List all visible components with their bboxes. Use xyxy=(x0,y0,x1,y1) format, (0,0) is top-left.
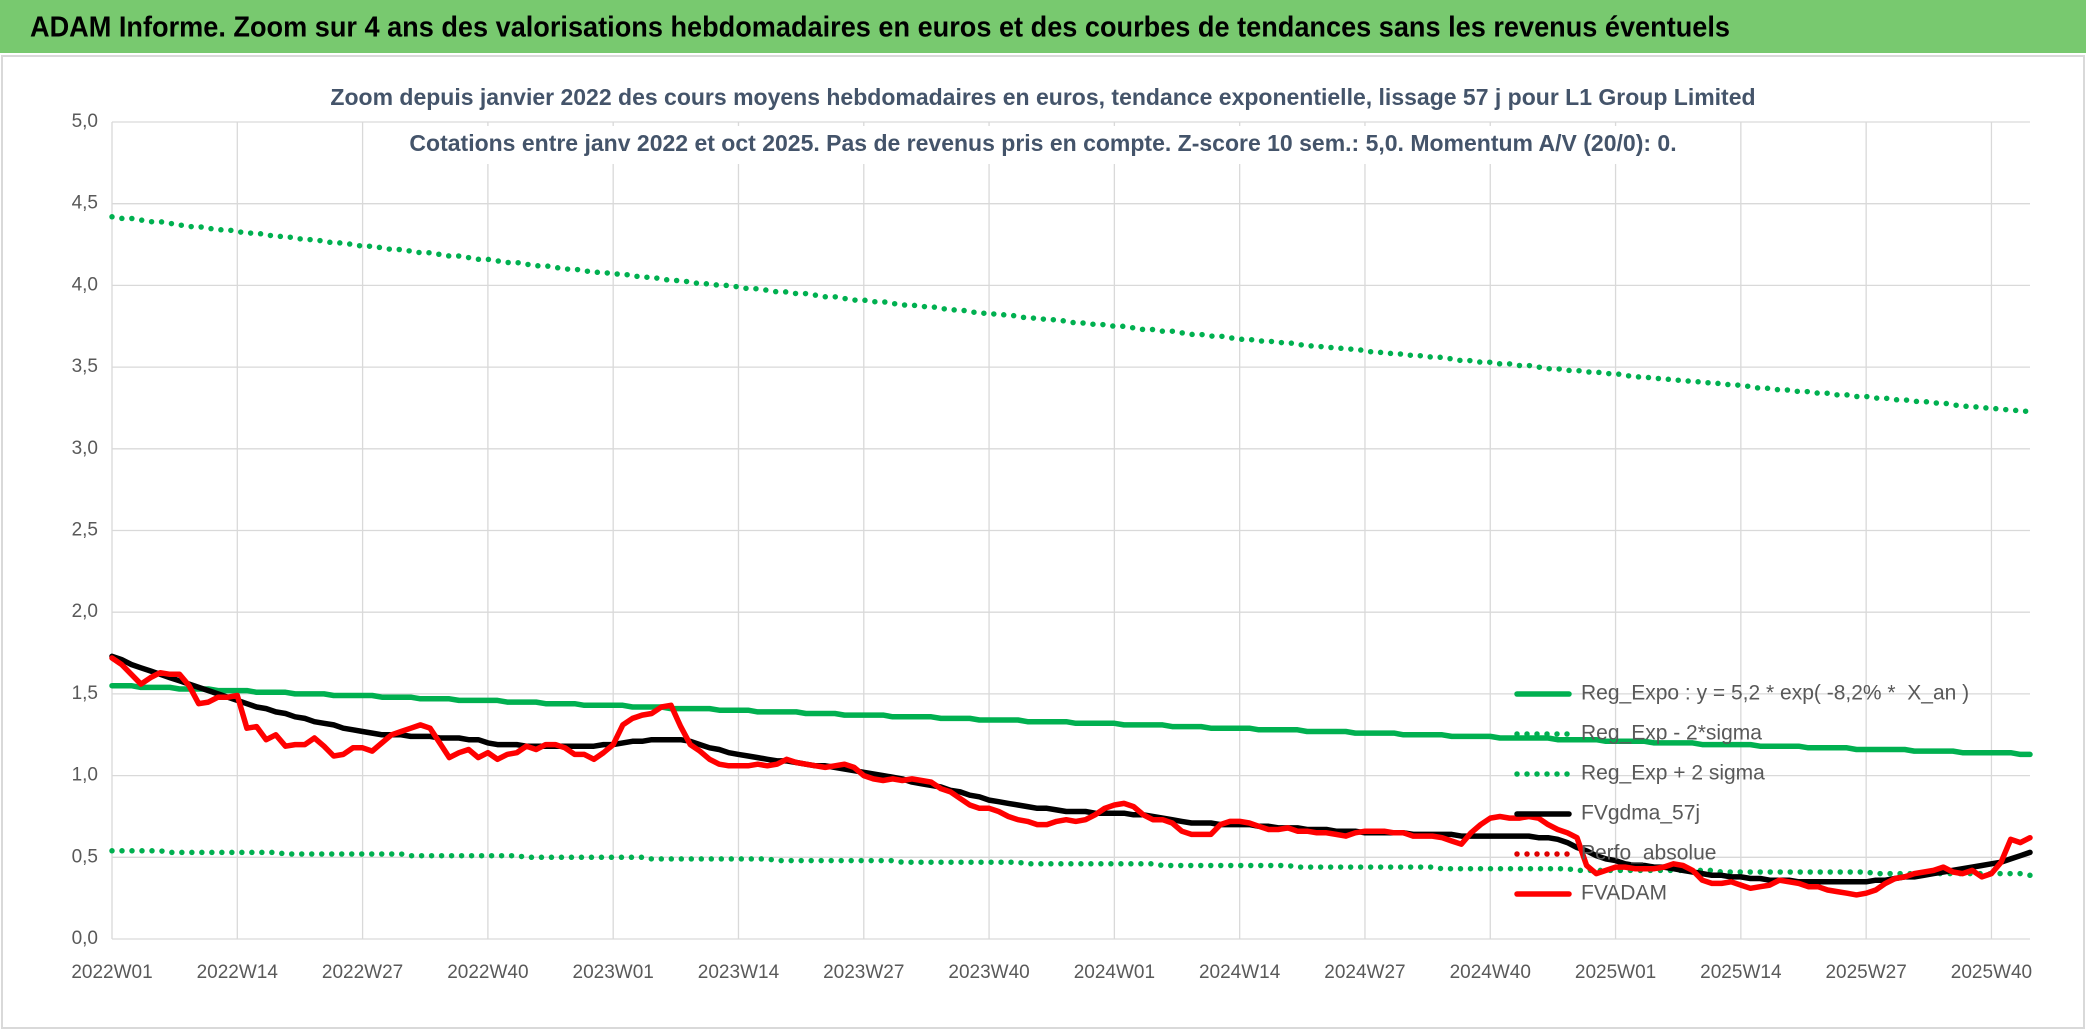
x-tick-label: 2023W27 xyxy=(823,962,904,983)
y-tick-label: 1,5 xyxy=(72,683,98,704)
x-tick-label: 2025W27 xyxy=(1825,962,1906,983)
legend-label: Reg_Exp + 2 sigma xyxy=(1581,762,1765,785)
title-box xyxy=(310,80,1776,118)
x-tick-label: 2024W27 xyxy=(1324,962,1405,983)
x-tick-label: 2022W14 xyxy=(197,962,279,983)
header-title: ADAM Informe. Zoom sur 4 ans des valoris… xyxy=(30,12,1730,44)
x-tick-label: 2025W40 xyxy=(1951,962,2032,983)
legend-label: Reg_Expo : y = 5,2 * exp( -8,2% * X_an ) xyxy=(1581,682,1969,705)
chart-subtitle: Cotations entre janv 2022 et oct 2025. P… xyxy=(409,130,1676,156)
y-tick-label: 0,0 xyxy=(72,928,98,949)
x-tick-label: 2022W40 xyxy=(447,962,528,983)
x-tick-label: 2022W27 xyxy=(322,962,403,983)
y-tick-label: 5,0 xyxy=(72,111,98,132)
x-tick-label: 2025W14 xyxy=(1700,962,1782,983)
series-line xyxy=(109,655,2033,898)
chart-panel xyxy=(1,55,2085,1029)
series-line xyxy=(109,682,2033,758)
x-tick-label: 2023W40 xyxy=(948,962,1029,983)
series-line xyxy=(109,653,2033,885)
legend-label: Perfo_absolue xyxy=(1581,842,1716,865)
x-tick-label: 2023W14 xyxy=(698,962,780,983)
y-tick-label: 2,0 xyxy=(72,601,98,622)
x-tick-label: 2025W01 xyxy=(1575,962,1656,983)
x-tick-label: 2023W01 xyxy=(573,962,654,983)
header-bar xyxy=(0,0,2086,53)
y-tick-label: 3,5 xyxy=(72,356,98,377)
legend-label: FVgdma_57j xyxy=(1581,802,1700,825)
legend: Reg_Expo : y = 5,2 * exp( -8,2% * X_an )… xyxy=(1514,682,1969,905)
x-tick-label: 2022W01 xyxy=(71,962,152,983)
chart-title: Zoom depuis janvier 2022 des cours moyen… xyxy=(330,84,1755,110)
series-line xyxy=(109,214,2033,414)
y-tick-label: 2,5 xyxy=(72,520,98,541)
legend-label: Reg_Exp - 2*sigma xyxy=(1581,722,1762,745)
x-tick-label: 2024W01 xyxy=(1074,962,1155,983)
y-tick-label: 3,0 xyxy=(72,438,98,459)
x-tick-label: 2024W40 xyxy=(1450,962,1531,983)
plot: 0,0 0,5 1,0 1,5 2,0 2,5 3,0 3,5 4,0 4,5 5,0 2022W01… xyxy=(71,111,2033,983)
y-tick-label: 4,0 xyxy=(72,274,98,295)
legend-label: FVADAM xyxy=(1581,882,1667,905)
y-tick-label: 4,5 xyxy=(72,193,98,214)
x-tick-label: 2024W14 xyxy=(1199,962,1281,983)
y-tick-label: 1,0 xyxy=(72,765,98,786)
subtitle-box xyxy=(370,126,1716,164)
y-tick-label: 0,5 xyxy=(72,846,98,867)
series-line xyxy=(109,848,2033,879)
